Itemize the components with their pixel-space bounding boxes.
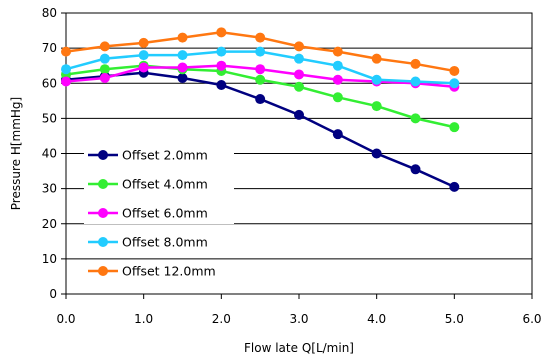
y-axis-title: Pressure H[mmHg] [9, 97, 23, 210]
legend-item-bg [84, 144, 234, 166]
legend-label: Offset 6.0mm [122, 206, 208, 221]
data-point [332, 129, 343, 140]
data-point [371, 74, 382, 85]
data-point [138, 50, 149, 61]
data-point [216, 60, 227, 71]
x-tick-label: 3.0 [289, 312, 308, 326]
y-tick-label: 30 [42, 182, 57, 196]
data-point [294, 41, 304, 52]
series-4 [61, 46, 460, 89]
data-point [99, 72, 110, 83]
legend-label: Offset 12.0mm [122, 264, 216, 279]
data-point [371, 101, 382, 112]
legend-item: Offset 12.0mm [84, 260, 234, 282]
x-tick-label: 1.0 [134, 312, 153, 326]
y-tick-label: 40 [42, 147, 57, 161]
x-tick-label: 5.0 [445, 312, 464, 326]
legend-label: Offset 8.0mm [122, 235, 208, 250]
data-point [410, 76, 421, 87]
data-point [61, 64, 71, 75]
data-point [61, 46, 71, 57]
data-point [371, 148, 382, 159]
data-point [371, 53, 382, 64]
data-point [255, 74, 266, 85]
data-point [138, 62, 149, 73]
data-point [332, 60, 343, 71]
data-point [255, 64, 266, 75]
data-point [449, 65, 460, 76]
x-tick-label: 0.0 [56, 312, 75, 326]
legend-item-bg [84, 202, 234, 224]
data-point [177, 32, 188, 43]
data-point [255, 32, 266, 43]
data-point [294, 109, 304, 120]
data-point [294, 69, 304, 80]
legend-marker [98, 208, 108, 218]
x-tick-label: 4.0 [367, 312, 386, 326]
legend-label: Offset 2.0mm [122, 148, 208, 163]
legend: Offset 2.0mm Offset 4.0mm Offset 6.0mm Offs… [84, 144, 234, 282]
y-tick-label: 20 [42, 217, 57, 231]
data-point [177, 72, 188, 83]
legend-marker [98, 179, 108, 189]
data-point [138, 37, 149, 48]
data-point [410, 164, 421, 175]
x-axis-title: Flow late Q[L/min] [244, 341, 354, 355]
data-point [177, 50, 188, 61]
data-point [99, 41, 110, 52]
series-5 [61, 27, 460, 76]
data-point [332, 74, 343, 85]
series-line [65, 71, 455, 189]
series [61, 27, 460, 192]
data-point [99, 53, 110, 64]
y-tick-label: 80 [42, 6, 57, 20]
legend-item-bg [84, 231, 234, 253]
data-point [410, 113, 421, 124]
x-tick-label: 6.0 [522, 312, 541, 326]
data-point [294, 81, 304, 92]
data-point [99, 64, 110, 75]
legend-item-bg [84, 173, 234, 195]
data-point [294, 53, 304, 64]
legend-item: Offset 2.0mm [84, 144, 234, 166]
legend-marker [98, 150, 108, 160]
series-1 [61, 67, 460, 192]
data-point [255, 94, 266, 105]
y-tick-label: 50 [42, 111, 57, 125]
data-point [449, 78, 460, 89]
legend-label: Offset 4.0mm [122, 177, 208, 192]
legend-marker [98, 266, 108, 276]
legend-item: Offset 8.0mm [84, 231, 234, 253]
data-point [216, 27, 227, 38]
y-tick-label: 70 [42, 41, 57, 55]
axes [61, 12, 533, 299]
data-point [61, 76, 71, 87]
y-tick-label: 0 [49, 287, 57, 301]
data-point [449, 181, 460, 192]
data-point [177, 62, 188, 73]
legend-marker [98, 237, 108, 247]
data-point [332, 92, 343, 103]
data-point [449, 122, 460, 133]
data-point [216, 46, 227, 57]
data-point [332, 46, 343, 57]
tick-labels: 0 10 20 30 40 50 60 70 80 0.0 1.0 2.0 3.0 4.0 5.0 6.0 [42, 6, 542, 326]
x-tick-label: 2.0 [212, 312, 231, 326]
legend-item-bg [84, 260, 234, 282]
y-tick-label: 10 [42, 252, 57, 266]
data-point [410, 58, 421, 69]
data-point [216, 80, 227, 91]
data-point [255, 46, 266, 57]
legend-item: Offset 6.0mm [84, 202, 234, 224]
legend-item: Offset 4.0mm [84, 173, 234, 195]
y-tick-label: 60 [42, 76, 57, 90]
